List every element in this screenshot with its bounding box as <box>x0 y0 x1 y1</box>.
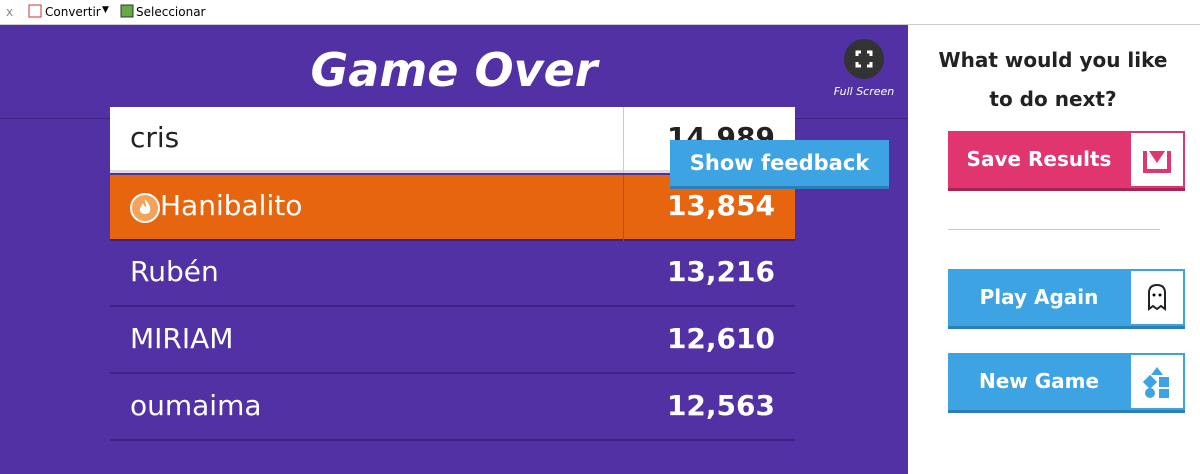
game-panel: Game Over Full Screen cris 14,989 Haniba… <box>0 25 908 474</box>
fullscreen-button[interactable] <box>844 39 884 79</box>
button-label: New Game <box>978 369 1100 393</box>
select-icon <box>120 4 134 18</box>
player-name: Hanibalito <box>160 189 303 222</box>
toolbar-item[interactable]: Convertir <box>45 5 101 19</box>
leaderboard-row: Hanibalito 13,854 <box>110 175 795 241</box>
dropdown-arrow[interactable]: ▼ <box>102 5 109 15</box>
player-name: MIRIAM <box>130 322 234 355</box>
ghost-icon <box>1131 271 1183 324</box>
new-game-button[interactable]: New Game <box>948 353 1185 410</box>
fullscreen-label: Full Screen <box>833 85 895 98</box>
player-score: 12,563 <box>666 389 775 422</box>
player-score: 13,854 <box>666 189 775 222</box>
button-label: Play Again <box>979 285 1099 309</box>
sidebar: What would you like to do next? Save Res… <box>908 25 1200 474</box>
toolbar: x Convertir ▼ Seleccionar <box>0 0 1200 25</box>
separator <box>948 229 1160 230</box>
player-score: 12,610 <box>666 322 775 355</box>
leaderboard-row: Rubén 13,216 <box>110 241 795 307</box>
leaderboard-row: oumaima 12,563 <box>110 375 795 441</box>
convert-icon <box>28 4 42 18</box>
fire-icon <box>130 193 160 223</box>
player-score: 13,216 <box>666 255 775 288</box>
player-name: cris <box>130 121 180 154</box>
close-icon[interactable]: x <box>6 5 14 19</box>
button-label: Save Results <box>966 147 1112 171</box>
title: Game Over <box>310 43 598 97</box>
toolbar-item[interactable]: Seleccionar <box>136 5 206 19</box>
question: What would you like to do next? <box>938 48 1168 111</box>
player-name: oumaima <box>130 389 262 422</box>
player-name: Rubén <box>130 255 219 288</box>
leaderboard-row: MIRIAM 12,610 <box>110 308 795 374</box>
feedback-button[interactable]: Show feedback <box>670 140 889 186</box>
play-again-button[interactable]: Play Again <box>948 269 1185 326</box>
download-icon <box>1131 133 1183 186</box>
shapes-icon <box>1131 355 1183 408</box>
save-results-button[interactable]: Save Results <box>948 131 1185 188</box>
